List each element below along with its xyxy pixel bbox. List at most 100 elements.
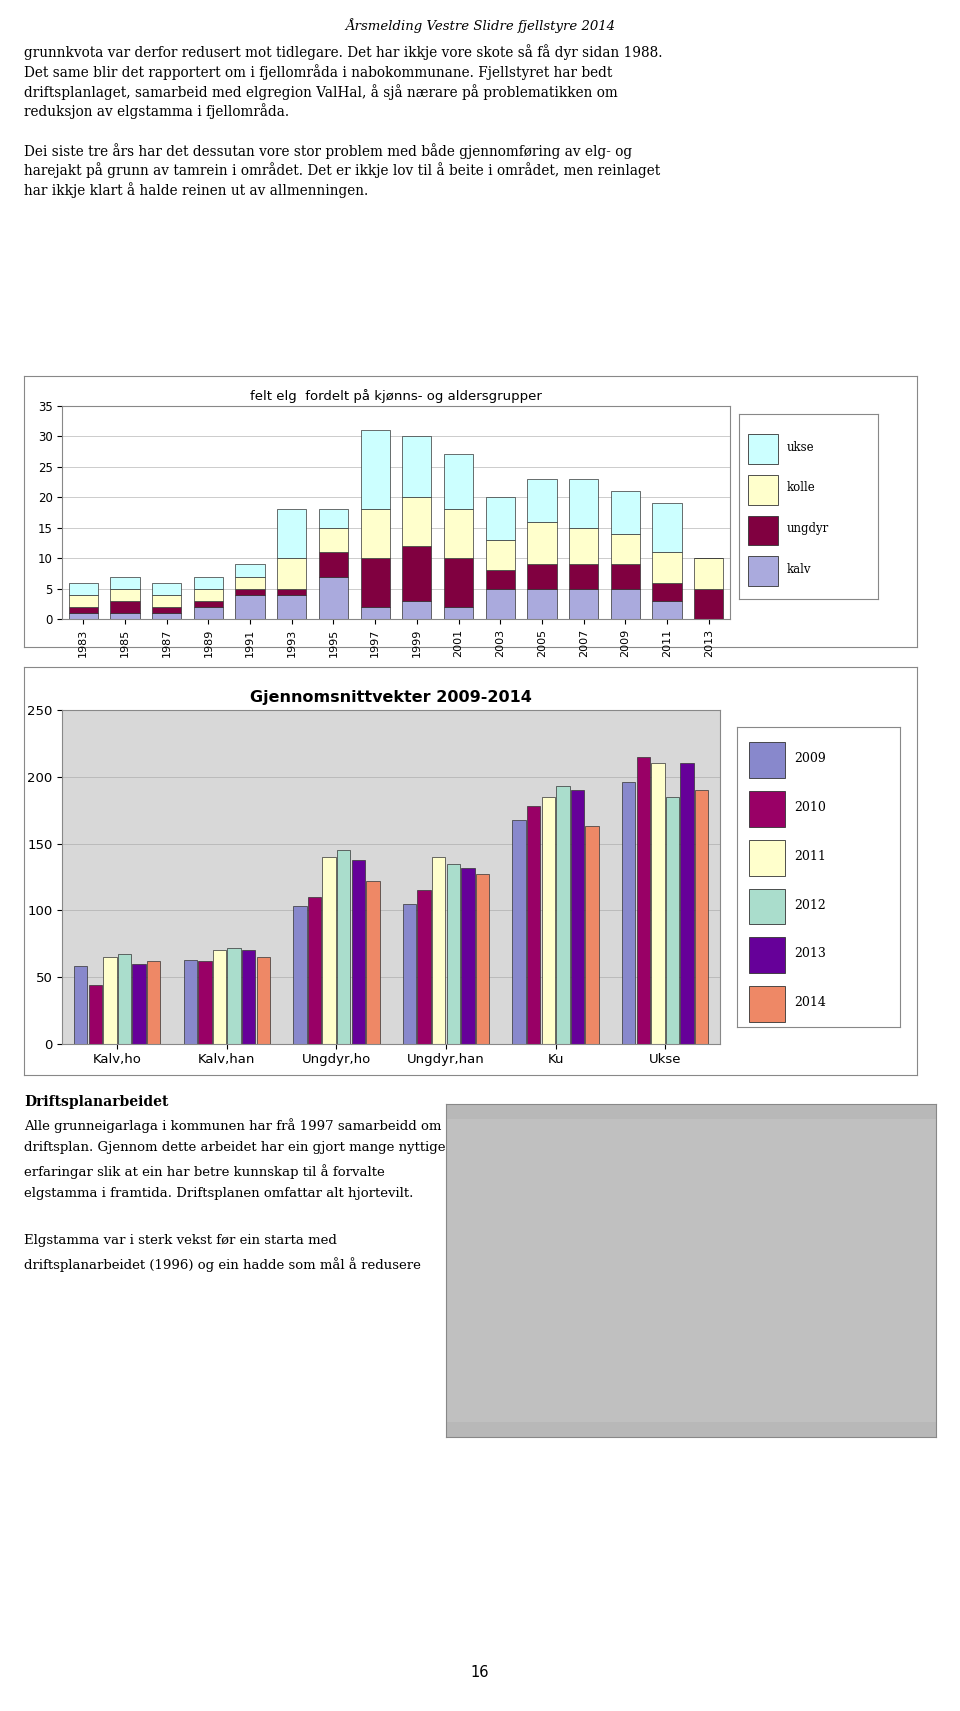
Bar	[152, 583, 181, 595]
Text: reduksjon av elgstamma i fjellområda.: reduksjon av elgstamma i fjellområda.	[24, 103, 289, 120]
Bar	[569, 565, 598, 589]
Text: 16: 16	[470, 1665, 490, 1680]
Bar	[319, 527, 348, 553]
Bar	[69, 583, 98, 595]
Bar	[695, 790, 708, 1044]
Bar	[277, 510, 306, 558]
Bar	[461, 867, 474, 1044]
Bar	[527, 565, 557, 589]
Text: har ikkje klart å halde reinen ut av allmenningen.: har ikkje klart å halde reinen ut av all…	[24, 183, 369, 198]
Text: driftsplanlaget, samarbeid med elgregion ValHal, å sjå nærare på problematikken : driftsplanlaget, samarbeid med elgregion…	[24, 84, 617, 99]
Bar	[611, 491, 640, 534]
Bar	[88, 986, 102, 1044]
Bar	[486, 570, 515, 589]
Bar	[694, 558, 723, 589]
Bar	[569, 479, 598, 527]
Bar	[256, 956, 270, 1044]
Bar	[293, 907, 306, 1044]
Bar	[541, 797, 555, 1044]
FancyBboxPatch shape	[748, 556, 779, 585]
Bar	[194, 589, 223, 601]
Bar	[527, 479, 557, 522]
Bar	[681, 763, 694, 1044]
Bar	[152, 607, 181, 613]
Bar	[213, 950, 227, 1044]
Bar	[527, 806, 540, 1044]
Bar	[147, 962, 160, 1044]
Text: driftsplanarbeidet (1996) og ein hadde som mål å redusere: driftsplanarbeidet (1996) og ein hadde s…	[24, 1256, 420, 1271]
Title: Gjennomsnittvekter 2009-2014: Gjennomsnittvekter 2009-2014	[251, 690, 532, 705]
Text: Elgstamma var i sterk vekst før ein starta med: Elgstamma var i sterk vekst før ein star…	[24, 1234, 337, 1247]
Text: driftsplan. Gjennom dette arbeidet har ein gjort mange nyttige: driftsplan. Gjennom dette arbeidet har e…	[24, 1141, 445, 1155]
Bar	[611, 565, 640, 589]
Bar	[235, 565, 265, 577]
Bar	[74, 967, 87, 1044]
Bar	[569, 527, 598, 565]
Bar	[69, 607, 98, 613]
Bar	[611, 534, 640, 565]
Bar	[361, 429, 390, 510]
Text: ukse: ukse	[786, 441, 814, 453]
Bar	[651, 763, 664, 1044]
Text: 2009: 2009	[795, 753, 827, 765]
Text: grunnkvota var derfor redusert mot tidlegare. Det har ikkje vore skote så få dyr: grunnkvota var derfor redusert mot tidle…	[24, 44, 662, 60]
Bar	[69, 595, 98, 607]
Bar	[403, 903, 417, 1044]
Bar	[653, 601, 682, 619]
Title: felt elg  fordelt på kjønns- og aldersgrupper: felt elg fordelt på kjønns- og aldersgru…	[250, 388, 542, 404]
Bar	[361, 607, 390, 619]
Text: ungdyr: ungdyr	[786, 522, 828, 536]
Bar	[653, 553, 682, 583]
Bar	[446, 864, 460, 1044]
Text: kalv: kalv	[786, 563, 811, 577]
Bar	[118, 955, 132, 1044]
Bar	[402, 436, 431, 498]
Bar	[486, 589, 515, 619]
Bar	[194, 601, 223, 607]
Bar	[444, 607, 473, 619]
Bar	[235, 595, 265, 619]
Bar	[666, 797, 680, 1044]
FancyBboxPatch shape	[749, 840, 784, 876]
Bar	[351, 859, 365, 1044]
Bar	[183, 960, 197, 1044]
FancyBboxPatch shape	[748, 515, 779, 546]
Bar	[513, 820, 526, 1044]
Bar	[323, 857, 336, 1044]
FancyBboxPatch shape	[749, 790, 784, 826]
Text: Det same blir det rapportert om i fjellområda i nabokommunane. Fjellstyret har b: Det same blir det rapportert om i fjello…	[24, 63, 612, 80]
Bar	[198, 962, 211, 1044]
Bar	[110, 601, 139, 613]
Bar	[110, 613, 139, 619]
Bar	[486, 541, 515, 570]
Bar	[235, 589, 265, 595]
Bar	[432, 857, 445, 1044]
Text: 2013: 2013	[795, 948, 827, 960]
Bar	[636, 756, 650, 1044]
FancyBboxPatch shape	[749, 888, 784, 924]
Bar	[152, 595, 181, 607]
Bar	[418, 890, 431, 1044]
Bar	[361, 510, 390, 558]
Bar	[337, 850, 350, 1044]
Bar	[444, 510, 473, 558]
Text: 2014: 2014	[795, 996, 827, 1009]
Bar	[486, 498, 515, 541]
Bar	[103, 956, 116, 1044]
Bar	[402, 546, 431, 601]
Text: elgstamma i framtida. Driftsplanen omfattar alt hjortevilt.: elgstamma i framtida. Driftsplanen omfat…	[24, 1187, 414, 1201]
Text: Driftsplanarbeidet: Driftsplanarbeidet	[24, 1095, 168, 1109]
Bar	[277, 595, 306, 619]
Bar	[366, 881, 379, 1044]
FancyBboxPatch shape	[749, 986, 784, 1021]
Bar	[319, 577, 348, 619]
Text: kolle: kolle	[786, 481, 815, 494]
Text: 2011: 2011	[795, 850, 827, 862]
Text: 2012: 2012	[795, 898, 827, 912]
Bar	[527, 589, 557, 619]
Bar	[571, 790, 585, 1044]
FancyBboxPatch shape	[749, 743, 784, 779]
Bar	[319, 553, 348, 577]
Text: 2010: 2010	[795, 801, 827, 814]
FancyBboxPatch shape	[748, 476, 779, 505]
